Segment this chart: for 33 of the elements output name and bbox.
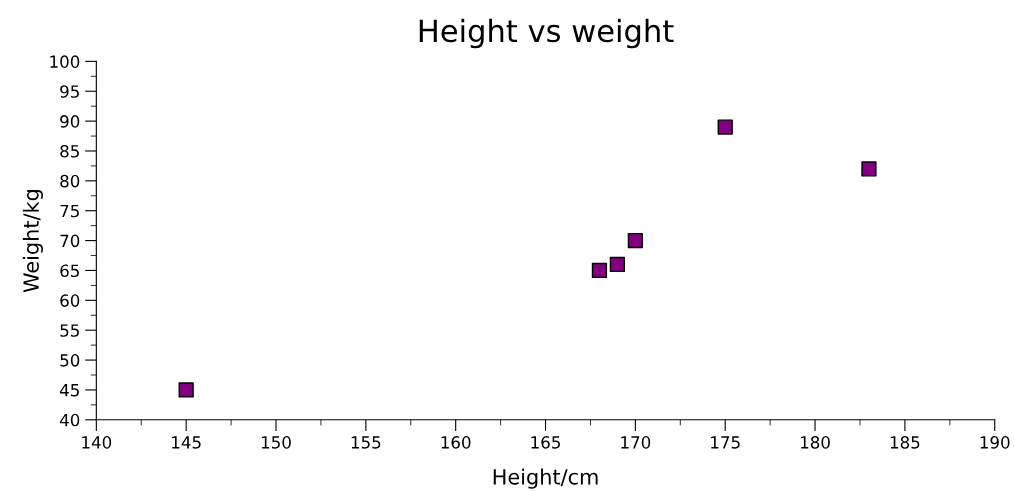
- chart-title: Height vs weight: [419, 18, 674, 49]
- x-tick-label: 145: [172, 436, 201, 449]
- x-tick-label: 155: [351, 436, 381, 449]
- point: [861, 161, 877, 177]
- point: [627, 232, 644, 249]
- y-tick-label: 75: [60, 204, 79, 218]
- point: [717, 119, 733, 135]
- y-tick-label: 50: [60, 354, 80, 367]
- y-tick-label: 65: [60, 264, 79, 278]
- y-tick-label: 100: [50, 55, 80, 68]
- y-tick-label: 95: [60, 85, 79, 98]
- y-tick-label: 45: [59, 384, 79, 397]
- x-tick-label: 175: [711, 436, 740, 449]
- point: [609, 256, 626, 273]
- y-tick-label: 55: [60, 324, 79, 337]
- y-tick-label: 70: [60, 234, 80, 248]
- x-tick-label: 150: [261, 436, 291, 449]
- x-tick-label: 140: [82, 436, 112, 449]
- x-tick-label: 170: [621, 436, 651, 449]
- y-tick-label: 40: [59, 413, 80, 427]
- y-axis-title: Weight/kg: [22, 190, 43, 293]
- y-tick-label: 60: [60, 294, 80, 307]
- y-tick-label: 80: [60, 174, 80, 188]
- x-tick-label: 185: [890, 436, 920, 449]
- x-tick-label: 165: [531, 436, 560, 449]
- y-tick-label: 90: [60, 115, 80, 128]
- point: [591, 262, 608, 279]
- x-tick-label: 160: [441, 436, 471, 449]
- x-axis-title: Height/cm: [493, 468, 598, 489]
- y-tick-label: 85: [60, 144, 79, 158]
- x-tick-label: 180: [800, 436, 830, 449]
- x-tick-label: 190: [980, 436, 1010, 449]
- point: [178, 382, 194, 398]
